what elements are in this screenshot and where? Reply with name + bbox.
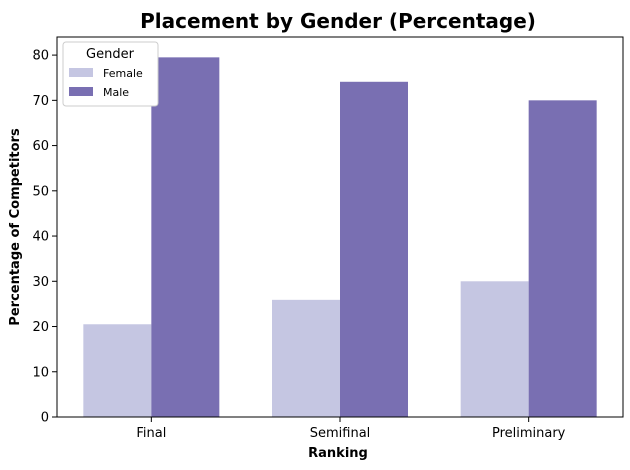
x-tick-label: Final	[136, 426, 166, 441]
x-tick-label: Semifinal	[310, 426, 371, 441]
y-axis-label: Percentage of Competitors	[8, 128, 23, 326]
legend: Gender Female Male	[62, 41, 159, 107]
y-tick-label: 60	[32, 139, 49, 154]
y-tick-label: 20	[32, 320, 49, 335]
legend-title: Gender	[86, 47, 135, 62]
chart-title: Placement by Gender (Percentage)	[140, 9, 536, 33]
legend-label-female: Female	[103, 67, 143, 80]
y-tick-label: 0	[41, 411, 49, 426]
legend-swatch-female	[69, 68, 93, 77]
x-axis-label: Ranking	[308, 446, 368, 461]
y-tick-label: 50	[32, 184, 49, 199]
plot-area	[83, 57, 597, 418]
bar-female-final	[83, 324, 152, 417]
y-tick-label: 70	[32, 94, 49, 109]
y-tick-label: 10	[32, 365, 49, 380]
x-axis: Final Semifinal Preliminary	[136, 417, 566, 441]
bar-male-final	[151, 57, 220, 417]
legend-swatch-male	[69, 87, 93, 96]
bar-female-preliminary	[460, 281, 529, 417]
y-axis: 0 10 20 30 40 50 60 70 80	[32, 49, 57, 426]
bar-male-preliminary	[528, 100, 597, 417]
x-tick-label: Preliminary	[492, 426, 566, 441]
legend-label-male: Male	[103, 86, 129, 99]
y-tick-label: 30	[32, 275, 49, 290]
bar-female-semifinal	[272, 299, 340, 417]
bar-male-semifinal	[340, 81, 408, 418]
y-tick-label: 40	[32, 230, 49, 245]
y-tick-label: 80	[32, 49, 49, 64]
